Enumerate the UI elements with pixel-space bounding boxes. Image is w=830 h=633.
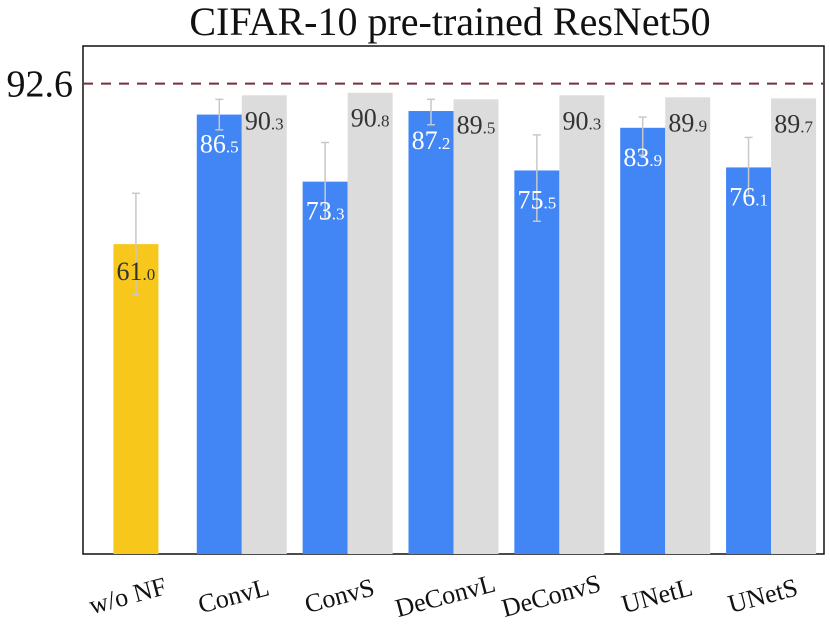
bar-primary-value-label: 61.0 xyxy=(117,257,156,286)
bar-primary xyxy=(726,167,772,555)
bar-primary xyxy=(408,111,454,555)
bars-layer: 61.086.590.373.390.887.289.575.590.383.9… xyxy=(113,92,817,555)
x-tick-label: DeConvL xyxy=(392,569,499,624)
x-tick-label: UNetL xyxy=(618,572,695,619)
x-tick-label: DeConvS xyxy=(499,569,604,623)
bar-secondary xyxy=(665,97,711,555)
error-bar xyxy=(532,134,541,223)
bar-secondary xyxy=(347,92,393,555)
x-tick-label: UNetS xyxy=(725,573,801,619)
reference-line-group: 92.6 xyxy=(7,64,824,106)
bar-primary xyxy=(620,127,666,555)
error-bar xyxy=(215,98,224,131)
bar-primary-value-label: 73.3 xyxy=(306,197,345,226)
bar-secondary xyxy=(241,95,287,554)
x-tick-label: ConvS xyxy=(301,573,377,619)
bar-secondary-value-label: 89.5 xyxy=(457,110,496,139)
bar-primary xyxy=(302,181,348,555)
x-tick-label: ConvL xyxy=(195,572,272,619)
bar-primary-value-label: 76.1 xyxy=(729,182,768,211)
bar-primary xyxy=(113,244,159,554)
bar-primary xyxy=(196,114,242,554)
x-tick-label: w/o NF xyxy=(86,572,170,620)
reference-line-label: 92.6 xyxy=(7,64,74,106)
error-bar xyxy=(638,116,647,156)
bar-secondary-value-label: 90.3 xyxy=(562,106,601,135)
bar-secondary-value-label: 89.9 xyxy=(668,108,707,137)
error-bar xyxy=(131,192,140,296)
error-bar xyxy=(744,136,753,197)
bar-primary-value-label: 87.2 xyxy=(412,126,451,155)
error-bar xyxy=(427,98,435,126)
chart-title: CIFAR-10 pre-trained ResNet50 xyxy=(189,0,710,44)
x-tick-labels: w/o NF ConvL ConvS DeConvL DeConvS UNetL UNetS xyxy=(86,569,801,624)
bar-secondary xyxy=(559,95,605,554)
bar-secondary-value-label: 89.7 xyxy=(774,109,813,138)
bar-secondary-value-label: 90.8 xyxy=(351,104,390,133)
bar-primary-value-label: 83.9 xyxy=(623,143,662,172)
bar-primary-value-label: 86.5 xyxy=(200,130,239,159)
bar-secondary xyxy=(771,98,817,554)
error-bar xyxy=(321,141,330,220)
bar-primary-value-label: 75.5 xyxy=(517,185,556,214)
bar-primary xyxy=(514,170,560,554)
bar-secondary xyxy=(453,99,499,554)
bar-secondary-value-label: 90.3 xyxy=(245,106,284,135)
